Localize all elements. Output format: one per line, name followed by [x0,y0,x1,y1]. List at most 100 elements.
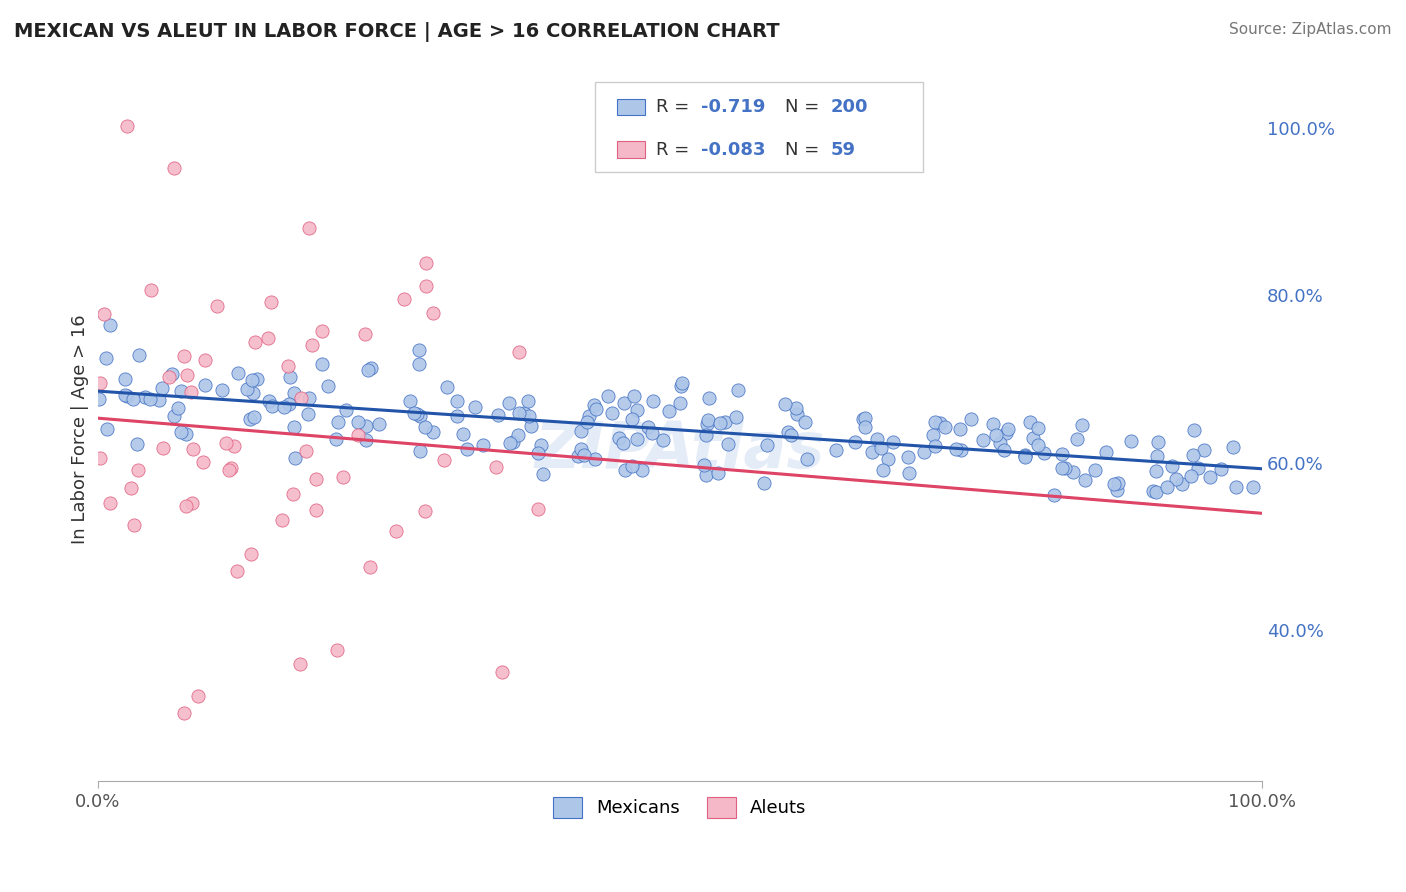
Point [281,486,304,500]
Point [620,412,643,426]
Point [1084,463,1107,477]
Text: 59: 59 [831,141,856,159]
Point [242,385,264,400]
Point [451,427,474,442]
Point [924,415,946,429]
Point [347,415,370,429]
Text: 200: 200 [831,98,869,116]
Point [530,438,553,452]
Point [696,417,718,431]
Point [273,400,295,414]
Point [360,361,382,376]
Point [98,318,121,333]
Point [727,383,749,397]
Point [114,372,136,386]
Point [695,468,717,483]
Point [205,299,228,313]
FancyBboxPatch shape [595,82,924,172]
Point [115,119,138,133]
Point [671,376,693,390]
Point [960,412,983,426]
Point [613,463,636,477]
Point [354,418,377,433]
Point [359,559,381,574]
Point [508,344,530,359]
Point [512,406,534,420]
Point [921,428,943,442]
Point [502,434,524,449]
Point [717,437,740,451]
Point [259,295,281,310]
Point [89,450,111,465]
Point [1107,483,1129,498]
Point [631,463,654,477]
Point [222,439,245,453]
Point [187,689,209,703]
Point [1182,423,1205,437]
Point [270,513,292,527]
Point [413,504,436,518]
Point [415,278,437,293]
Point [567,450,589,464]
Point [869,442,891,456]
Point [346,428,368,442]
Point [853,411,876,425]
Point [160,368,183,382]
Point [981,417,1004,431]
Point [316,378,339,392]
Point [725,410,748,425]
Point [1187,461,1209,475]
Point [637,419,659,434]
Point [256,331,278,345]
Point [1042,488,1064,502]
Point [173,706,195,721]
Point [486,408,509,422]
Point [167,401,190,415]
Point [219,461,242,475]
Point [984,427,1007,442]
Point [669,378,692,392]
Point [138,392,160,406]
Point [181,442,204,456]
Text: R =: R = [657,141,696,159]
Point [295,444,318,458]
FancyBboxPatch shape [617,142,645,159]
Point [526,502,548,516]
Point [1180,469,1202,483]
Point [794,415,817,429]
Point [170,425,193,439]
Legend: Mexicans, Aleuts: Mexicans, Aleuts [546,789,814,825]
Point [181,495,204,509]
Point [472,437,495,451]
Point [278,397,301,411]
Point [89,376,111,390]
Point [150,381,173,395]
Point [796,451,818,466]
Point [1022,432,1045,446]
Point [367,417,389,432]
Point [305,503,328,517]
Point [1144,484,1167,499]
Point [283,386,305,401]
Point [520,418,543,433]
Point [194,377,217,392]
Point [924,440,946,454]
Point [626,432,648,446]
Point [276,359,298,374]
Point [865,432,887,446]
Point [600,406,623,420]
Point [283,419,305,434]
Point [640,425,662,440]
Point [94,351,117,365]
Point [93,307,115,321]
Point [860,444,883,458]
Point [668,396,690,410]
Point [354,327,377,342]
Point [658,404,681,418]
Point [1014,450,1036,464]
Point [713,416,735,430]
Point [574,448,596,462]
Point [575,415,598,429]
Point [583,451,606,466]
Point [612,435,634,450]
